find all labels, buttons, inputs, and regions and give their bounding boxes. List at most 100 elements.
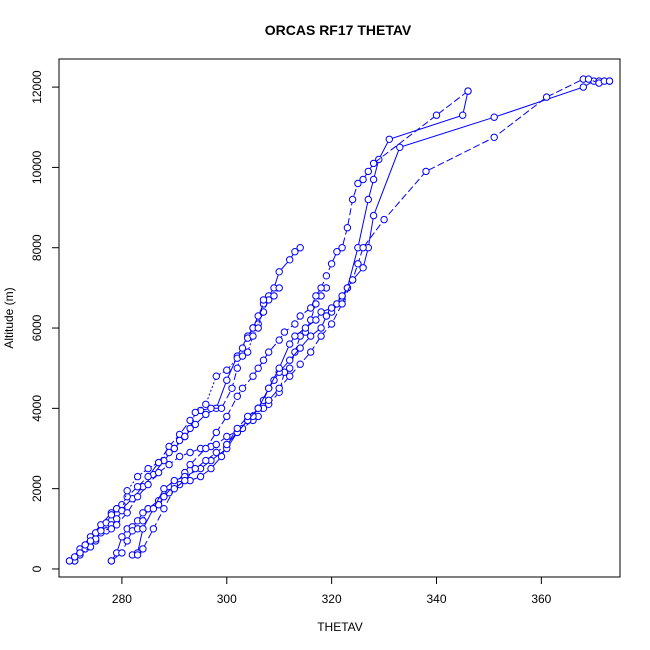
plot-frame: [58, 58, 621, 578]
series-6-point-16: [238, 384, 247, 392]
series-6-point-34: [354, 179, 362, 188]
series-6-point-23: [291, 320, 299, 328]
series-8-point-7: [202, 456, 210, 465]
series-7-point-4: [160, 485, 168, 493]
series-3-point-11: [144, 464, 152, 473]
series-6-point-17: [249, 372, 257, 380]
series-4-point-3: [81, 541, 89, 549]
y-tick-label-8000: 8000: [30, 234, 44, 261]
series-5-point-28: [322, 312, 331, 320]
y-tick-label-12000: 12000: [30, 70, 44, 104]
series-3-point-16: [181, 432, 189, 441]
series-7-point-30: [579, 83, 587, 91]
series-8-point-12: [254, 404, 262, 412]
series-3-point-25: [249, 332, 257, 340]
series-4-point-1: [71, 553, 79, 561]
series-6-point-12: [202, 444, 210, 453]
series-7-point-29: [490, 113, 498, 121]
series-5-point-26: [307, 332, 315, 340]
series-7-point-13: [265, 384, 273, 392]
series-3-point-19: [202, 400, 210, 408]
series-8-point-3: [160, 505, 168, 513]
series-4-point-0: [65, 557, 74, 565]
y-tick-label-10000: 10000: [30, 150, 44, 184]
series-6-point-29: [327, 260, 336, 268]
series-6-point-38: [432, 111, 441, 119]
series-2-point-14: [186, 416, 194, 425]
series-7-point-20: [327, 304, 336, 312]
series-7-line: [132, 80, 610, 556]
series-2-line: [74, 287, 280, 562]
series-8-point-8: [212, 448, 221, 457]
series-4-point-19: [223, 432, 231, 441]
series-7-point-27: [369, 211, 378, 220]
series-2: [71, 284, 283, 565]
series-6-point-30: [333, 248, 341, 256]
series-1-point-26: [291, 248, 299, 256]
series-2-point-5: [107, 511, 116, 519]
series-8-point-11: [244, 412, 252, 421]
series-3-point-10: [133, 472, 142, 481]
series-3-point-13: [165, 448, 173, 457]
series-8-point-10: [233, 424, 242, 433]
series-3-point-14: [170, 444, 179, 453]
series-layer: [65, 75, 614, 565]
series-1-point-27: [296, 244, 304, 252]
series-4-point-13: [165, 460, 173, 469]
series-8-point-19: [327, 320, 336, 328]
series-4-point-10: [133, 493, 142, 501]
series-4-point-2: [76, 549, 84, 557]
series-4-point-11: [144, 480, 152, 489]
series-3-point-17: [186, 424, 194, 433]
series-8-point-6: [191, 464, 200, 473]
series-7-point-14: [275, 364, 283, 372]
series-8-point-13: [265, 396, 273, 404]
series-6-point-31: [338, 244, 346, 252]
y-tick-label-2000: 2000: [30, 475, 44, 502]
series-3-point-26: [254, 324, 262, 332]
series-6-point-15: [233, 392, 242, 400]
series-4-point-4: [86, 537, 95, 545]
series-2-point-10: [144, 472, 152, 481]
y-tick-label-0: 0: [30, 565, 44, 572]
series-6-point-13: [212, 428, 221, 437]
series-8-point-16: [296, 360, 304, 368]
series-8-point-21: [348, 276, 357, 284]
series-5-point-25: [296, 344, 304, 352]
series-7-point-18: [312, 316, 320, 324]
series-6-point-0: [107, 557, 116, 565]
series-7-point-17: [301, 324, 310, 332]
series-8-point-14: [275, 384, 283, 392]
series-7-point-19: [317, 308, 325, 316]
series-1-point-16: [223, 376, 231, 384]
series-4-point-7: [107, 525, 116, 533]
series-6-point-28: [322, 272, 331, 280]
series-5-point-36: [385, 135, 393, 144]
series-5-point-33: [364, 195, 372, 204]
series-1-point-25: [286, 256, 294, 264]
series-8-point-26: [490, 133, 498, 142]
series-6-point-35: [359, 175, 367, 184]
y-axis: 0 2000 4000 6000 8000 10000 12000: [30, 70, 59, 572]
series-3-point-9: [123, 487, 131, 495]
series-6-point-5: [139, 517, 147, 525]
series-2-point-8: [123, 493, 131, 501]
series-4-point-28: [291, 348, 299, 356]
y-tick-label-4000: 4000: [30, 395, 44, 422]
series-6-point-33: [348, 195, 357, 204]
series-8-point-27: [542, 93, 551, 101]
series-6-point-37: [369, 159, 378, 168]
series-6: [107, 87, 472, 565]
series-5-point-37: [459, 111, 467, 119]
series-8-point-15: [286, 372, 294, 380]
plot-area: [58, 58, 621, 578]
y-tick-label-6000: 6000: [30, 314, 44, 341]
series-8-point-29: [584, 75, 593, 83]
series-2-point-7: [118, 501, 126, 509]
series-7: [128, 77, 614, 559]
series-4-point-27: [286, 364, 294, 372]
series-8-point-20: [338, 300, 346, 308]
series-3-point-12: [154, 458, 163, 467]
series-4-point-8: [113, 521, 121, 529]
series-3-point-24: [244, 348, 252, 356]
